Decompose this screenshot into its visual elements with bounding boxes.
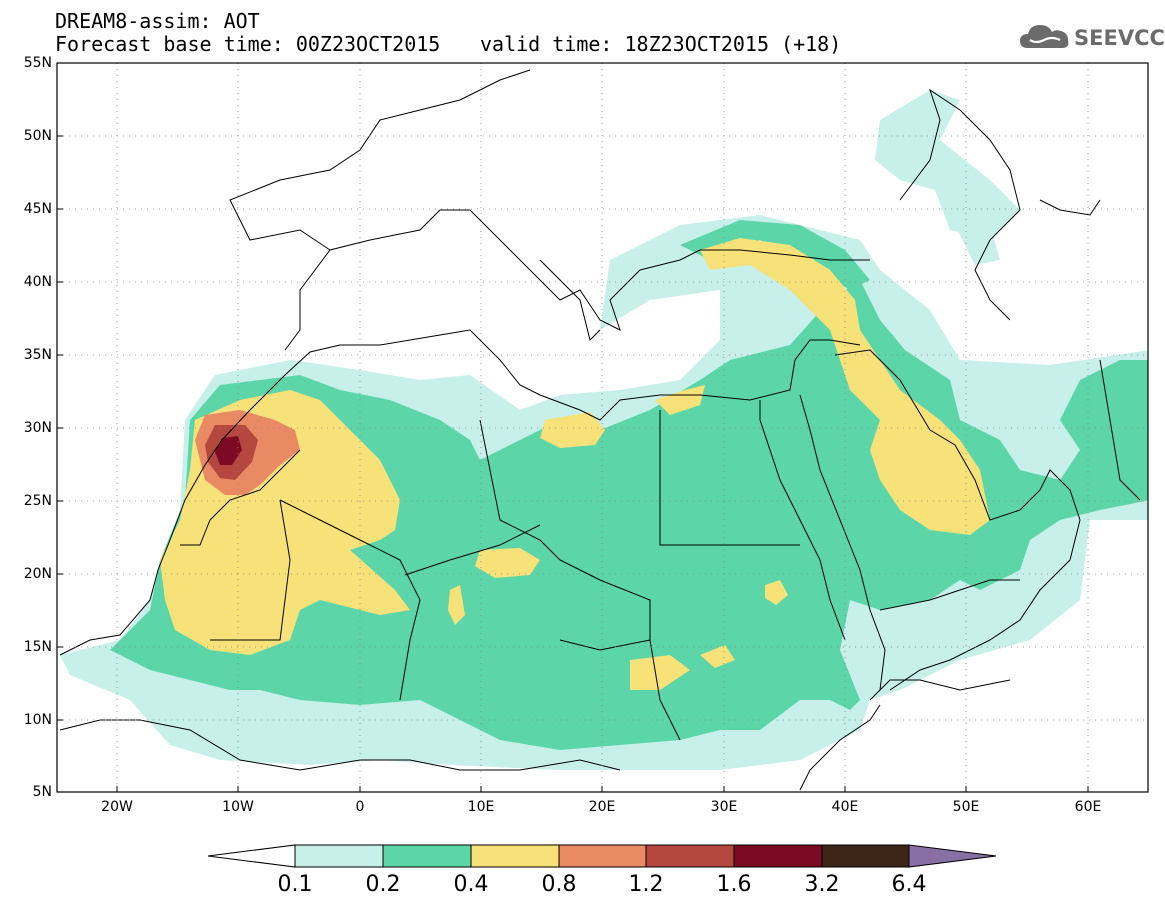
colorbar-swatch xyxy=(382,844,472,868)
lon-label: 30E xyxy=(710,799,738,815)
colorbar-swatch xyxy=(733,844,823,868)
lat-label: 5N xyxy=(32,784,52,800)
colorbar-label: 0.8 xyxy=(541,872,577,897)
colorbar-label: 1.2 xyxy=(628,872,664,897)
colorbar-swatch xyxy=(470,844,560,868)
lat-label: 30N xyxy=(23,420,52,436)
colorbar-swatch xyxy=(558,844,647,868)
lon-label: 20W xyxy=(101,799,133,815)
lon-label: 10E xyxy=(467,799,495,815)
lon-label: 60E xyxy=(1074,799,1102,815)
lat-label: 35N xyxy=(23,347,52,363)
cloud-icon xyxy=(1020,25,1069,48)
lon-label: 40E xyxy=(831,799,859,815)
lon-label: 10W xyxy=(222,799,254,815)
valid-time: valid time: 18Z23OCT2015 (+18) xyxy=(480,32,842,56)
lat-label: 45N xyxy=(23,201,52,217)
logo-text: SEEVCCC xyxy=(1074,26,1165,50)
lat-label: 50N xyxy=(23,128,52,144)
colorbar-label: 0.1 xyxy=(277,872,313,897)
colorbar-label: 6.4 xyxy=(891,872,927,897)
colorbar-label: 0.4 xyxy=(453,872,489,897)
aot-field xyxy=(57,63,1148,792)
lat-label: 40N xyxy=(23,274,52,290)
coastlines-borders xyxy=(59,69,1141,791)
axis-ticks xyxy=(57,62,1089,793)
lat-label: 15N xyxy=(23,639,52,655)
lat-label: 55N xyxy=(23,55,52,71)
lat-label: 10N xyxy=(23,712,52,728)
lon-label: 50E xyxy=(952,799,980,815)
colorbar-label: 0.2 xyxy=(365,872,401,897)
lat-label: 25N xyxy=(23,493,52,509)
forecast-base-time: Forecast base time: 00Z23OCT2015 xyxy=(55,32,441,56)
colorbar-swatch xyxy=(821,844,910,868)
colorbar-label: 1.6 xyxy=(716,872,752,897)
colorbar xyxy=(207,844,997,868)
aot-1.6-3.2-shading xyxy=(215,436,242,465)
colorbar-lower-arrow xyxy=(207,844,296,868)
map-title: DREAM8-assim: AOT xyxy=(55,9,260,33)
lon-label: 20E xyxy=(588,799,616,815)
colorbar-swatch xyxy=(645,844,735,868)
lon-label: 0 xyxy=(355,799,365,815)
colorbar-label: 3.2 xyxy=(804,872,840,897)
lat-label: 20N xyxy=(23,566,52,582)
colorbar-swatch xyxy=(294,844,384,868)
colorbar-upper-arrow xyxy=(908,844,997,868)
seevccc-logo: SEEVCCC xyxy=(1018,20,1165,56)
